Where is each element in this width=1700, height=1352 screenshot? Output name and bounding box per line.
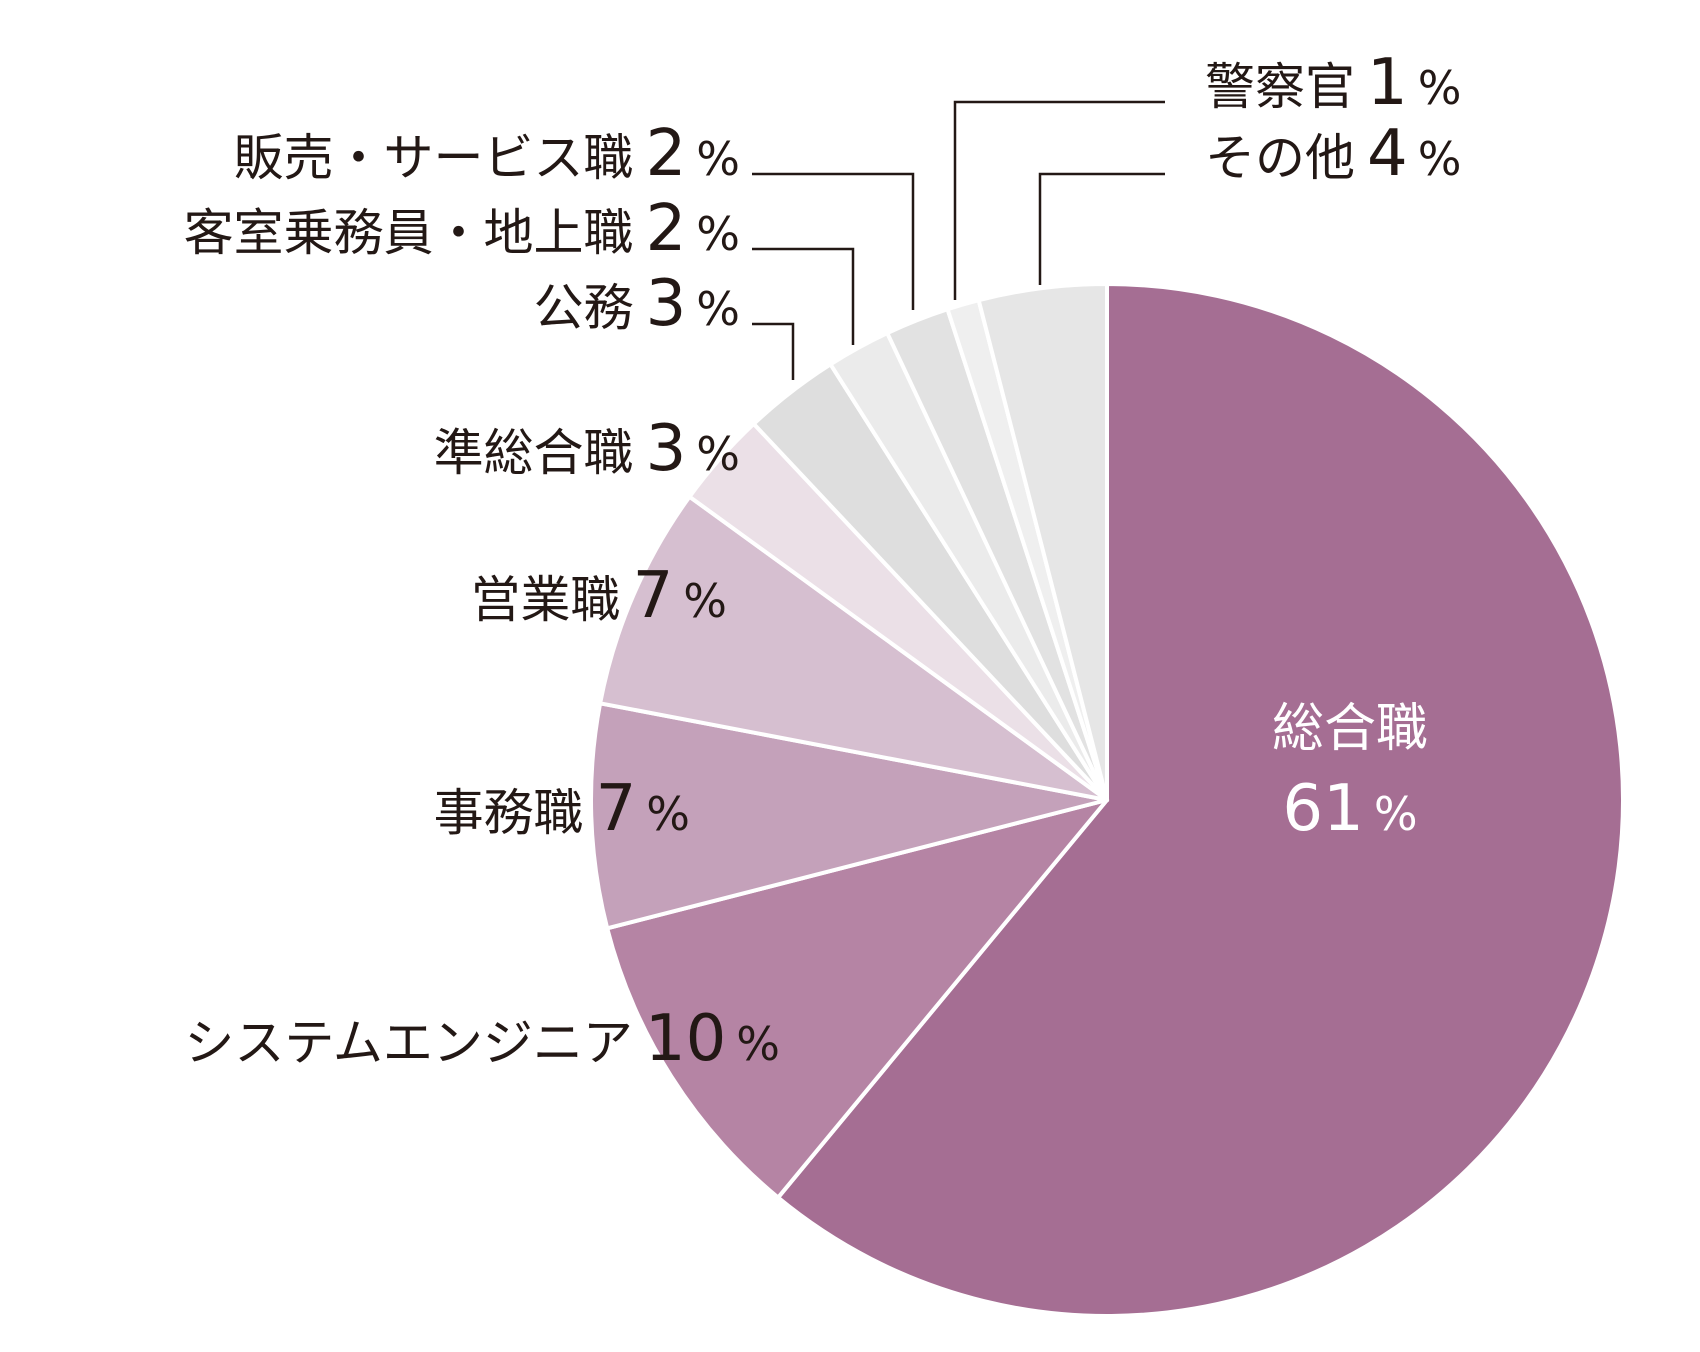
slice-label-value-0: 61% [1282,772,1417,846]
slice-label-group-6: 客室乗務員・地上職 2% [184,192,855,345]
slice-label-4: 準総合職 3% [434,412,740,486]
slice-label-group-1: システムエンジニア 10% [184,1002,780,1076]
leader-line-5 [752,322,795,380]
slice-label-9: その他 4% [1205,117,1461,191]
pie-slice-1 [605,798,1109,1200]
slice-label-5: 公務 3% [534,267,740,341]
slice-label-3: 営業職 7% [471,559,727,633]
slice-label-group-4: 準総合職 3% [434,412,740,486]
slice-label-8: 警察官 1% [1205,46,1461,120]
pie-slice-3 [598,494,1109,802]
slice-label-group-9: その他 4% [1038,117,1461,285]
leader-line-9 [1038,172,1165,285]
leader-line-7 [752,172,915,310]
pie-slice-0 [776,282,1626,1318]
slice-label-2: 事務職 7% [434,772,690,846]
slice-label-name-0: 総合職 [1272,699,1428,759]
slice-label-group-3: 営業職 7% [471,559,727,633]
slice-label-group-2: 事務職 7% [434,772,690,846]
pie-slice-2 [589,701,1109,931]
slice-label-group-7: 販売・サービス職 2% [234,117,915,310]
slice-label-6: 客室乗務員・地上職 2% [184,192,740,266]
slice-label-group-5: 公務 3% [534,267,795,380]
pie-slice-9 [976,282,1109,802]
slice-label-7: 販売・サービス職 2% [234,117,740,191]
slice-label-group-0: 総合職 61% [1272,699,1428,846]
leader-line-6 [752,247,855,345]
slice-label-group-8: 警察官 1% [953,46,1461,300]
slice-label-1: システムエンジニア 10% [184,1002,780,1076]
leader-line-8 [953,100,1165,300]
